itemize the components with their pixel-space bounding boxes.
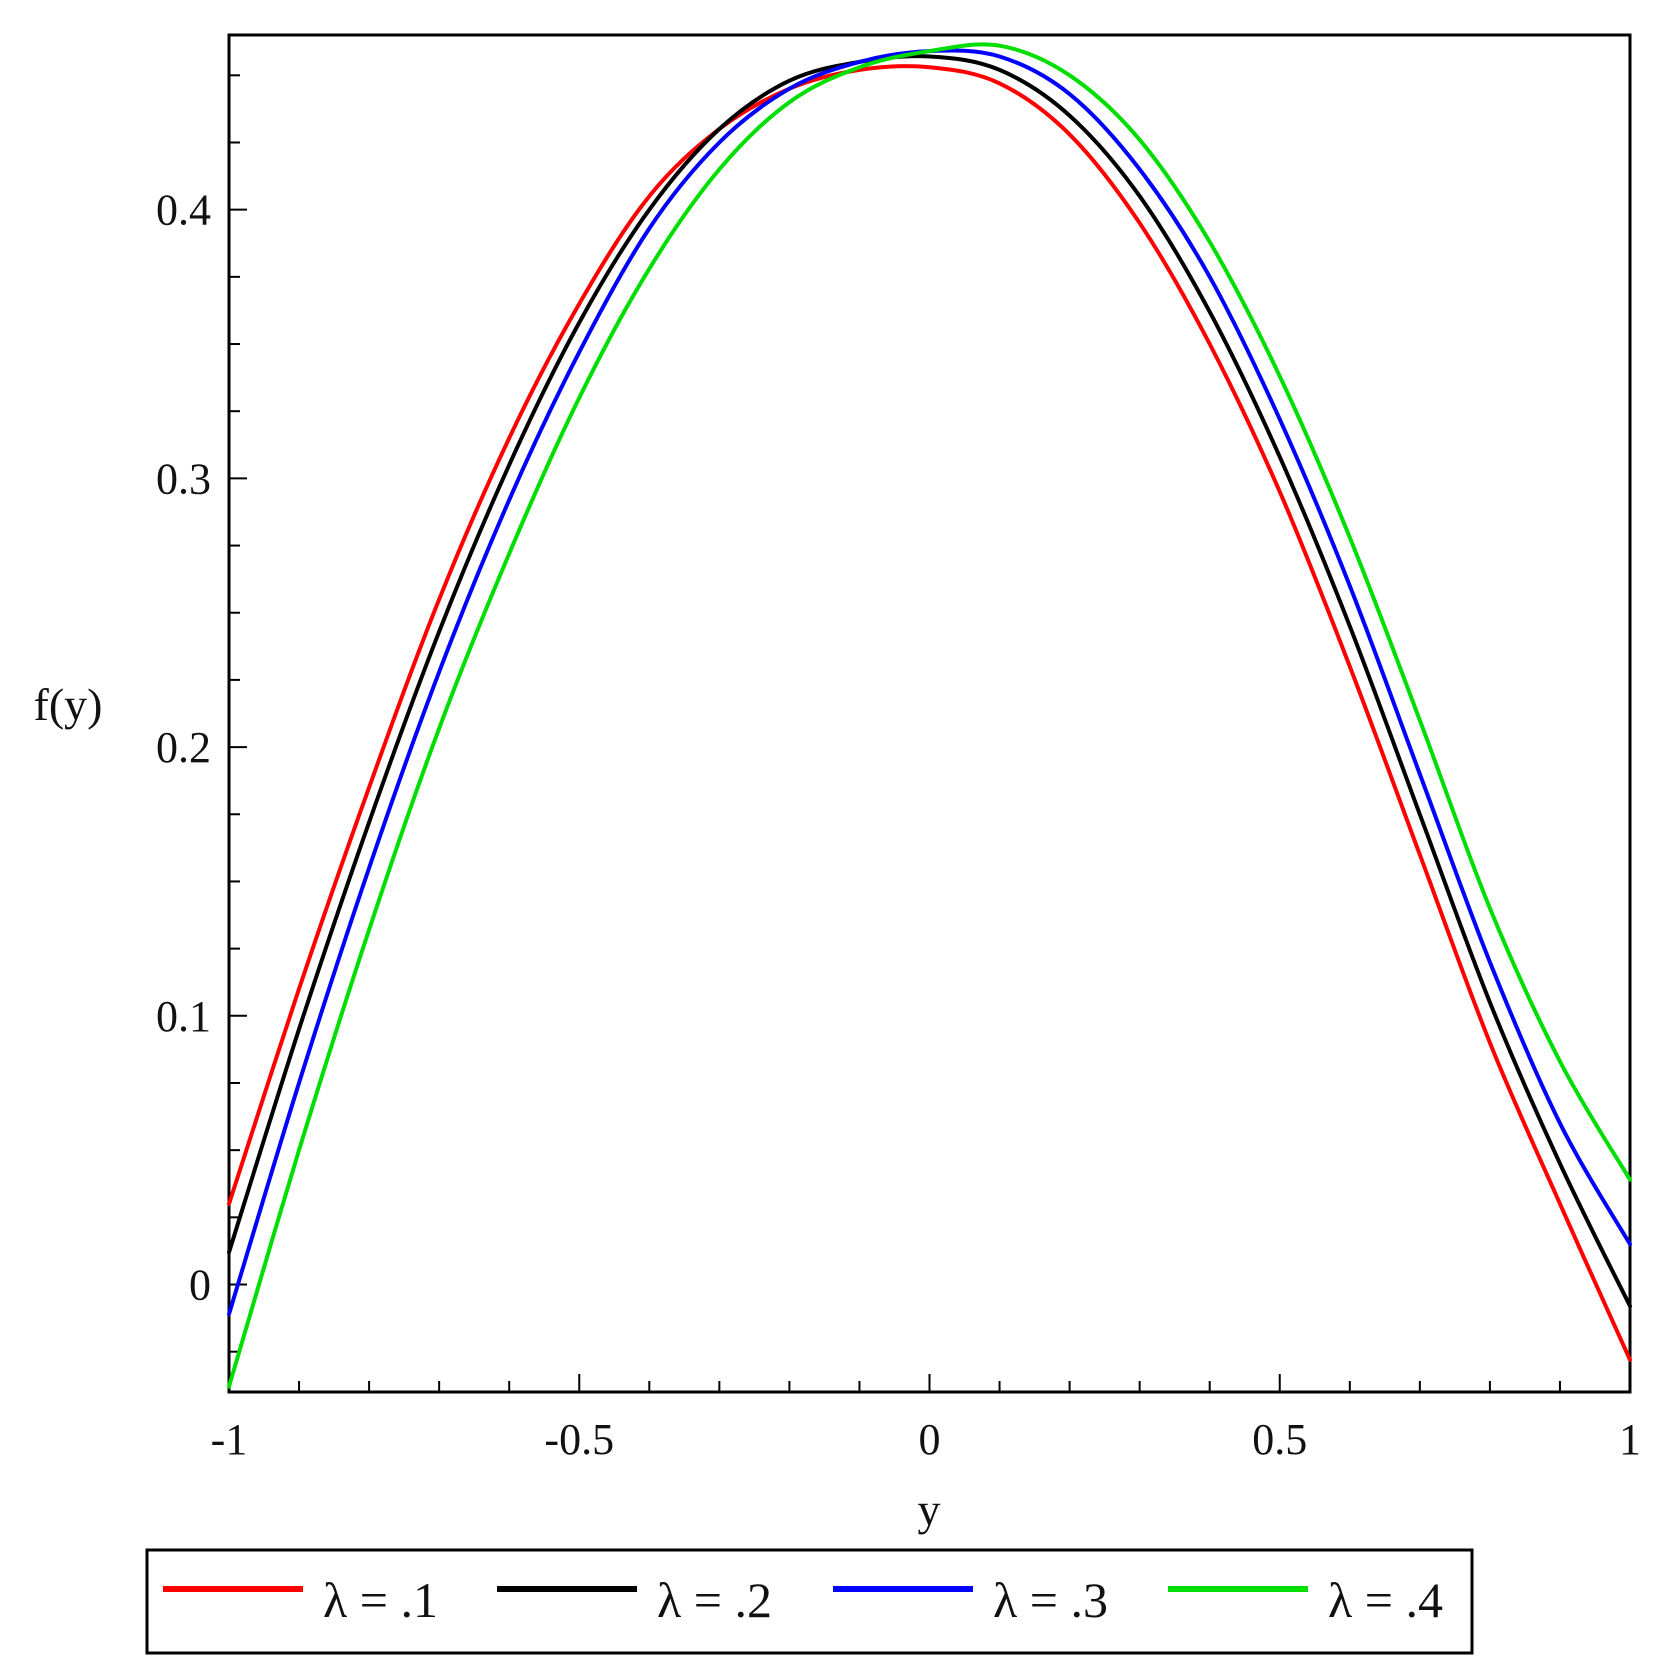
series-line-1 bbox=[227, 64, 1632, 1362]
y-tick-label: 0.3 bbox=[156, 454, 211, 503]
ticks-group bbox=[228, 74, 1631, 1392]
legend-label-1: λ = .1 bbox=[323, 1572, 438, 1628]
x-tick-label: 0 bbox=[919, 1415, 941, 1464]
x-tick-label: 0.5 bbox=[1252, 1415, 1307, 1464]
series-line-4 bbox=[227, 42, 1632, 1389]
y-tick-label: 0.1 bbox=[156, 992, 211, 1041]
x-tick-label: -1 bbox=[211, 1415, 248, 1464]
y-axis-label: f(y) bbox=[34, 679, 103, 730]
x-tick-label: 1 bbox=[1619, 1415, 1641, 1464]
legend-label-3: λ = .3 bbox=[993, 1572, 1108, 1628]
legend-box bbox=[145, 1548, 1474, 1655]
legend-label-2: λ = .2 bbox=[657, 1572, 772, 1628]
y-tick-label: 0.4 bbox=[156, 186, 211, 235]
plot-frame bbox=[227, 33, 1632, 1394]
legend: λ = .1 λ = .2 λ = .3 λ = .4 bbox=[145, 1548, 1474, 1655]
y-tick-label: 0 bbox=[189, 1261, 211, 1310]
x-axis-label: y bbox=[918, 1484, 941, 1535]
x-tick-label: -0.5 bbox=[544, 1415, 614, 1464]
y-tick-label: 0.2 bbox=[156, 723, 211, 772]
series-line-3 bbox=[227, 48, 1632, 1317]
labels-group: -1 -0.5 0 0.5 1 0 0.1 0.2 0.3 0.4 bbox=[156, 186, 1641, 1464]
series-line-2 bbox=[227, 54, 1632, 1308]
legend-label-4: λ = .4 bbox=[1328, 1572, 1443, 1628]
curves-group bbox=[227, 42, 1632, 1389]
